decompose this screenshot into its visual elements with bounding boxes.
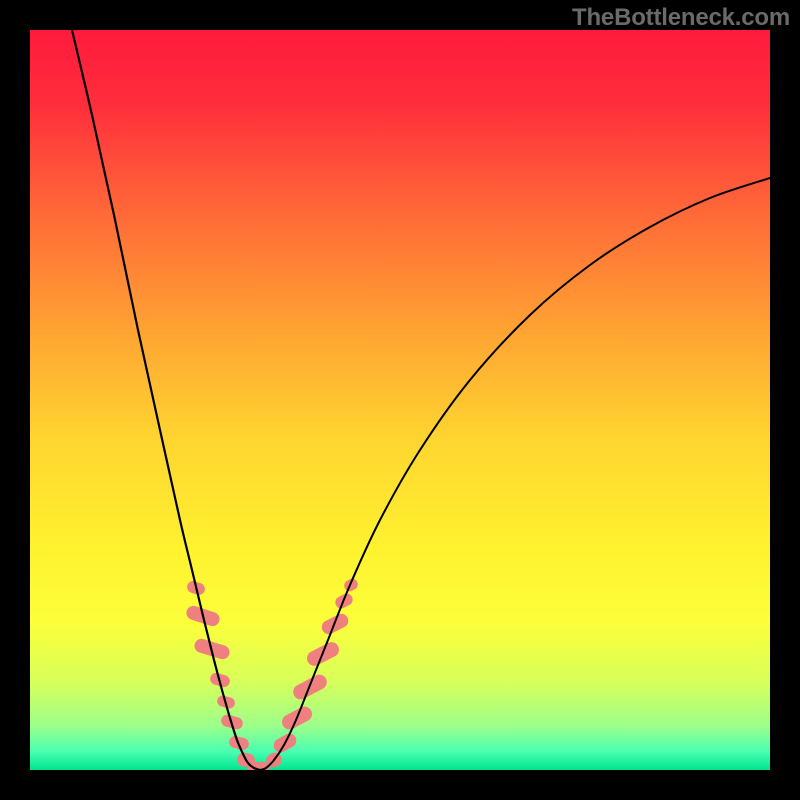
- chart-frame: TheBottleneck.com: [0, 0, 800, 800]
- gradient-background: [30, 30, 770, 770]
- plot-area: [30, 30, 770, 770]
- watermark-text: TheBottleneck.com: [572, 4, 790, 32]
- plot-svg: [30, 30, 770, 770]
